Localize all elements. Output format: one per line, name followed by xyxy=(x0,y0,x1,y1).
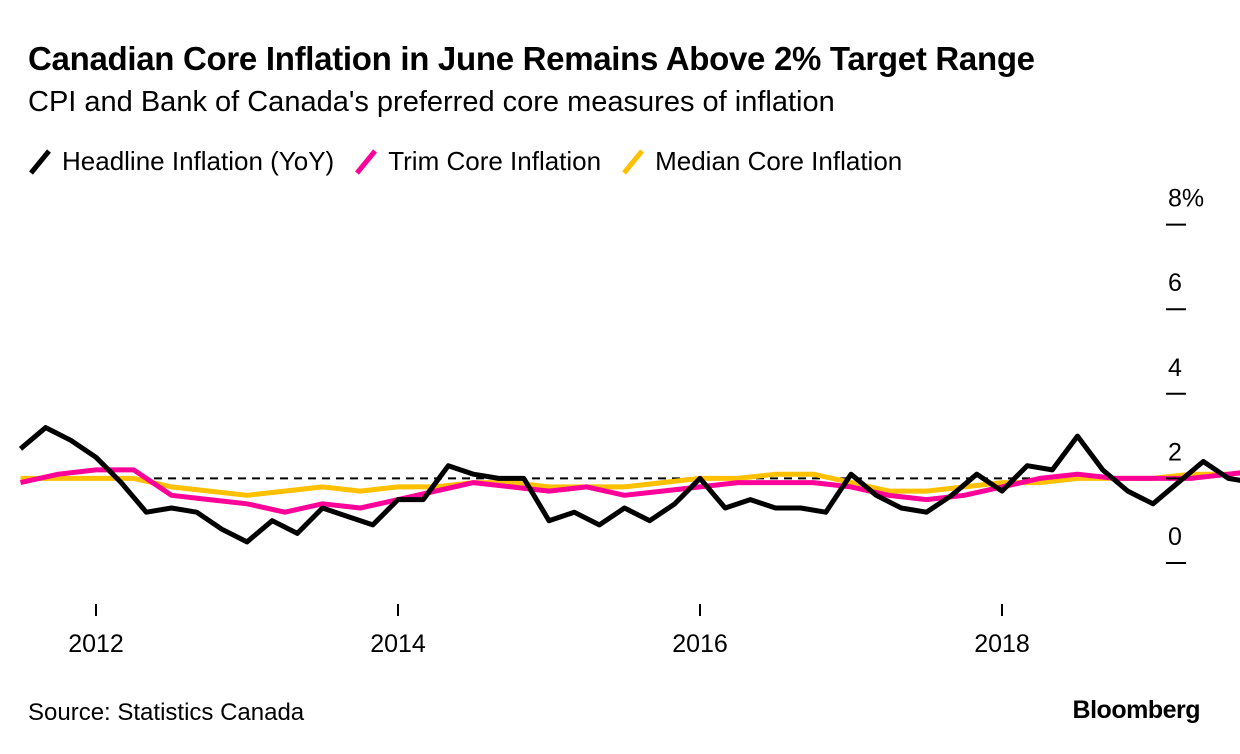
legend-swatch-trim xyxy=(355,148,378,175)
legend-label-median: Median Core Inflation xyxy=(655,146,903,176)
y-tick-label-2: 2 xyxy=(1168,438,1182,466)
chart-title: Canadian Core Inflation in June Remains … xyxy=(28,40,1035,77)
x-tick-label-2012: 2012 xyxy=(68,630,124,658)
x-tick-label-2016: 2016 xyxy=(672,630,728,658)
legend-item-headline: Headline Inflation (YoY) xyxy=(28,146,334,177)
legend-item-trim: Trim Core Inflation xyxy=(354,146,601,177)
series-line-2 xyxy=(20,470,1240,498)
y-tick-label-8: 8% xyxy=(1168,185,1204,213)
x-tick-label-2018: 2018 xyxy=(974,630,1030,658)
bloomberg-logo: Bloomberg xyxy=(1072,696,1201,724)
chart-subtitle: CPI and Bank of Canada's preferred core … xyxy=(28,86,835,118)
series-line-0 xyxy=(18,425,1240,545)
y-tick-label-0: 0 xyxy=(1168,523,1182,551)
y-tick-label-6: 6 xyxy=(1168,269,1182,297)
source-note: Source: Statistics Canada xyxy=(28,699,305,726)
legend: Headline Inflation (YoY) Trim Core Infla… xyxy=(28,146,922,177)
x-tick-label-2014: 2014 xyxy=(370,630,426,658)
y-tick-label-4: 4 xyxy=(1168,354,1182,382)
legend-label-headline: Headline Inflation (YoY) xyxy=(62,146,335,176)
legend-swatch-median xyxy=(622,148,645,175)
legend-swatch-headline xyxy=(29,148,51,175)
legend-label-trim: Trim Core Inflation xyxy=(388,146,602,176)
legend-item-median: Median Core Inflation xyxy=(621,146,902,177)
series-line-1 xyxy=(19,467,1240,515)
